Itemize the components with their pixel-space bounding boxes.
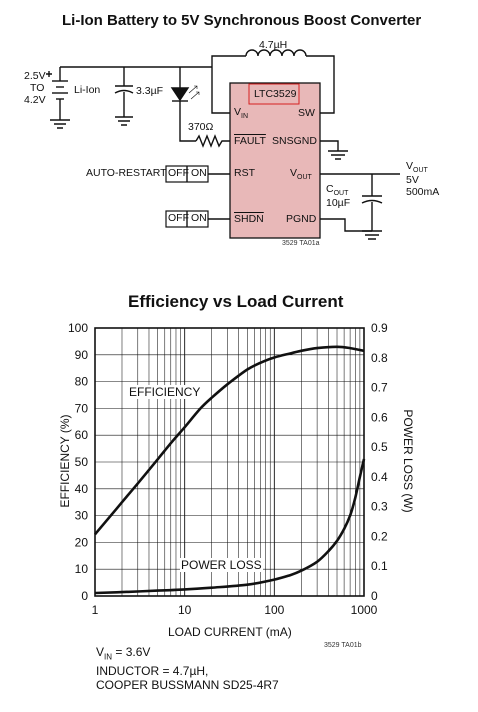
y2-tick-label: 0.6 <box>371 410 388 424</box>
pin-pgnd: PGND <box>286 213 317 225</box>
x-tick-label: 1 <box>92 603 99 617</box>
schematic-title: Li-Ion Battery to 5V Synchronous Boost C… <box>62 12 422 29</box>
y2-tick-label: 0.8 <box>371 351 388 365</box>
y2-tick-label: 0.5 <box>371 440 388 454</box>
chart-fig-code: 3529 TA01b <box>324 642 362 649</box>
battery-range-bottom: 4.2V <box>24 94 46 106</box>
efficiency-annotation: EFFICIENCY <box>128 385 202 399</box>
cout-value: 10µF <box>326 197 351 209</box>
y-tick-label: 40 <box>75 482 89 496</box>
note-part: COOPER BUSSMANN SD25-4R7 <box>96 678 279 693</box>
y-tick-label: 60 <box>75 428 89 442</box>
pin-vout: VOUT <box>290 167 312 182</box>
power-loss-annotation: POWER LOSS <box>180 558 263 572</box>
y2-tick-label: 0 <box>371 589 378 603</box>
chart-tick-labels: 010203040506070809010000.10.20.30.40.50.… <box>68 321 388 617</box>
efficiency-curve <box>93 345 365 536</box>
y2-tick-label: 0.9 <box>371 321 388 335</box>
y-axis-label: EFFICIENCY (%) <box>58 414 72 508</box>
x-tick-label: 10 <box>178 603 192 617</box>
vout-label: VOUT <box>406 160 428 175</box>
pin-shdn: SHDN <box>234 213 264 225</box>
note-vin: VIN = 3.6V <box>96 645 151 662</box>
y2-tick-label: 0.3 <box>371 500 388 514</box>
resistor-label: 370Ω <box>188 121 214 133</box>
y-tick-label: 10 <box>75 562 89 576</box>
y-tick-label: 30 <box>75 509 89 523</box>
y-tick-label: 100 <box>68 321 88 335</box>
x-axis-label: LOAD CURRENT (mA) <box>168 625 292 639</box>
battery-label: Li-Ion <box>74 84 101 96</box>
power-loss-curve <box>94 458 366 595</box>
x-tick-label: 100 <box>264 603 284 617</box>
inductor-label: 4.7µH <box>259 39 288 51</box>
y2-tick-label: 0.2 <box>371 529 388 543</box>
y-tick-label: 90 <box>75 348 89 362</box>
note-inductor: INDUCTOR = 4.7µH, <box>96 664 209 679</box>
shdn-on-label: ON <box>191 212 207 224</box>
pin-sw: SW <box>298 107 315 119</box>
schematic-fig-code: 3529 TA01a <box>282 240 320 247</box>
pin-fault: FAULT <box>234 135 266 147</box>
chart-notes: VIN = 3.6V INDUCTOR = 4.7µH, COOPER BUSS… <box>96 645 279 692</box>
y2-tick-label: 0.4 <box>371 470 388 484</box>
y2-axis-label: POWER LOSS (W) <box>401 409 415 513</box>
pin-rst: RST <box>234 167 255 179</box>
shdn-off-label: OFF <box>168 212 189 224</box>
cout-label: COUT <box>326 183 349 198</box>
y2-tick-label: 0.7 <box>371 381 388 395</box>
y-tick-label: 80 <box>75 375 89 389</box>
vout-volt: 5V <box>406 174 419 186</box>
input-cap-label: 3.3µF <box>136 85 164 97</box>
y-tick-label: 0 <box>81 589 88 603</box>
y2-tick-label: 0.1 <box>371 559 388 573</box>
y-tick-label: 50 <box>75 455 89 469</box>
rst-off-label: OFF <box>168 167 189 179</box>
x-tick-label: 1000 <box>351 603 378 617</box>
battery-range-top: 2.5V <box>24 70 46 82</box>
battery-range-mid: TO <box>30 82 45 94</box>
auto-restart-label: AUTO-RESTART <box>86 167 167 179</box>
schematic-diagram <box>46 49 400 240</box>
pin-snsgnd: SNSGND <box>272 135 317 147</box>
y-tick-label: 20 <box>75 535 89 549</box>
rst-on-label: ON <box>191 167 207 179</box>
y-tick-label: 70 <box>75 401 89 415</box>
chart-series <box>93 345 366 595</box>
chip-name: LTC3529 <box>254 88 297 100</box>
vout-current: 500mA <box>406 186 440 198</box>
pin-vin: VIN <box>234 106 249 121</box>
chart-title: Efficiency vs Load Current <box>128 292 344 311</box>
